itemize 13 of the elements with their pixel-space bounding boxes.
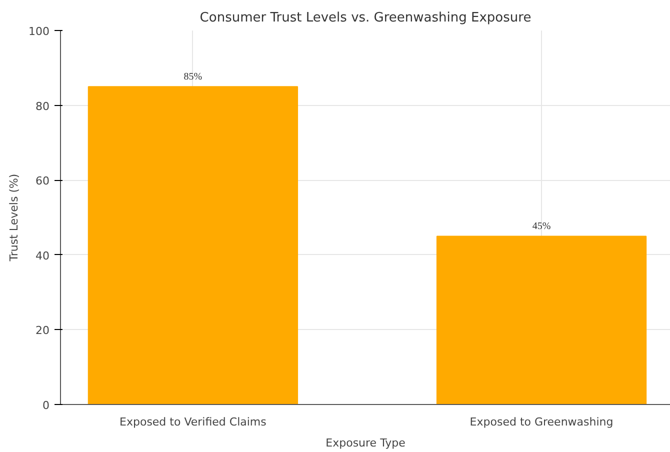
data-label: 85% <box>184 72 202 83</box>
y-axis-title: Trust Levels (%) <box>8 174 21 262</box>
y-tick-label: 0 <box>42 399 50 412</box>
x-tick-label: Exposed to Greenwashing <box>470 416 614 428</box>
y-tick-label: 100 <box>28 25 50 38</box>
x-tick-label: Exposed to Verified Claims <box>120 416 267 428</box>
data-label: 45% <box>532 221 551 232</box>
y-tick-label: 80 <box>36 100 50 113</box>
x-axis-title: Exposure Type <box>326 436 406 450</box>
y-tick-label: 40 <box>36 249 50 262</box>
y-tick-label: 60 <box>36 174 50 188</box>
y-tick-label: 20 <box>36 324 50 338</box>
chart-title: Consumer Trust Levels vs. Greenwashing Exposure <box>200 10 532 26</box>
